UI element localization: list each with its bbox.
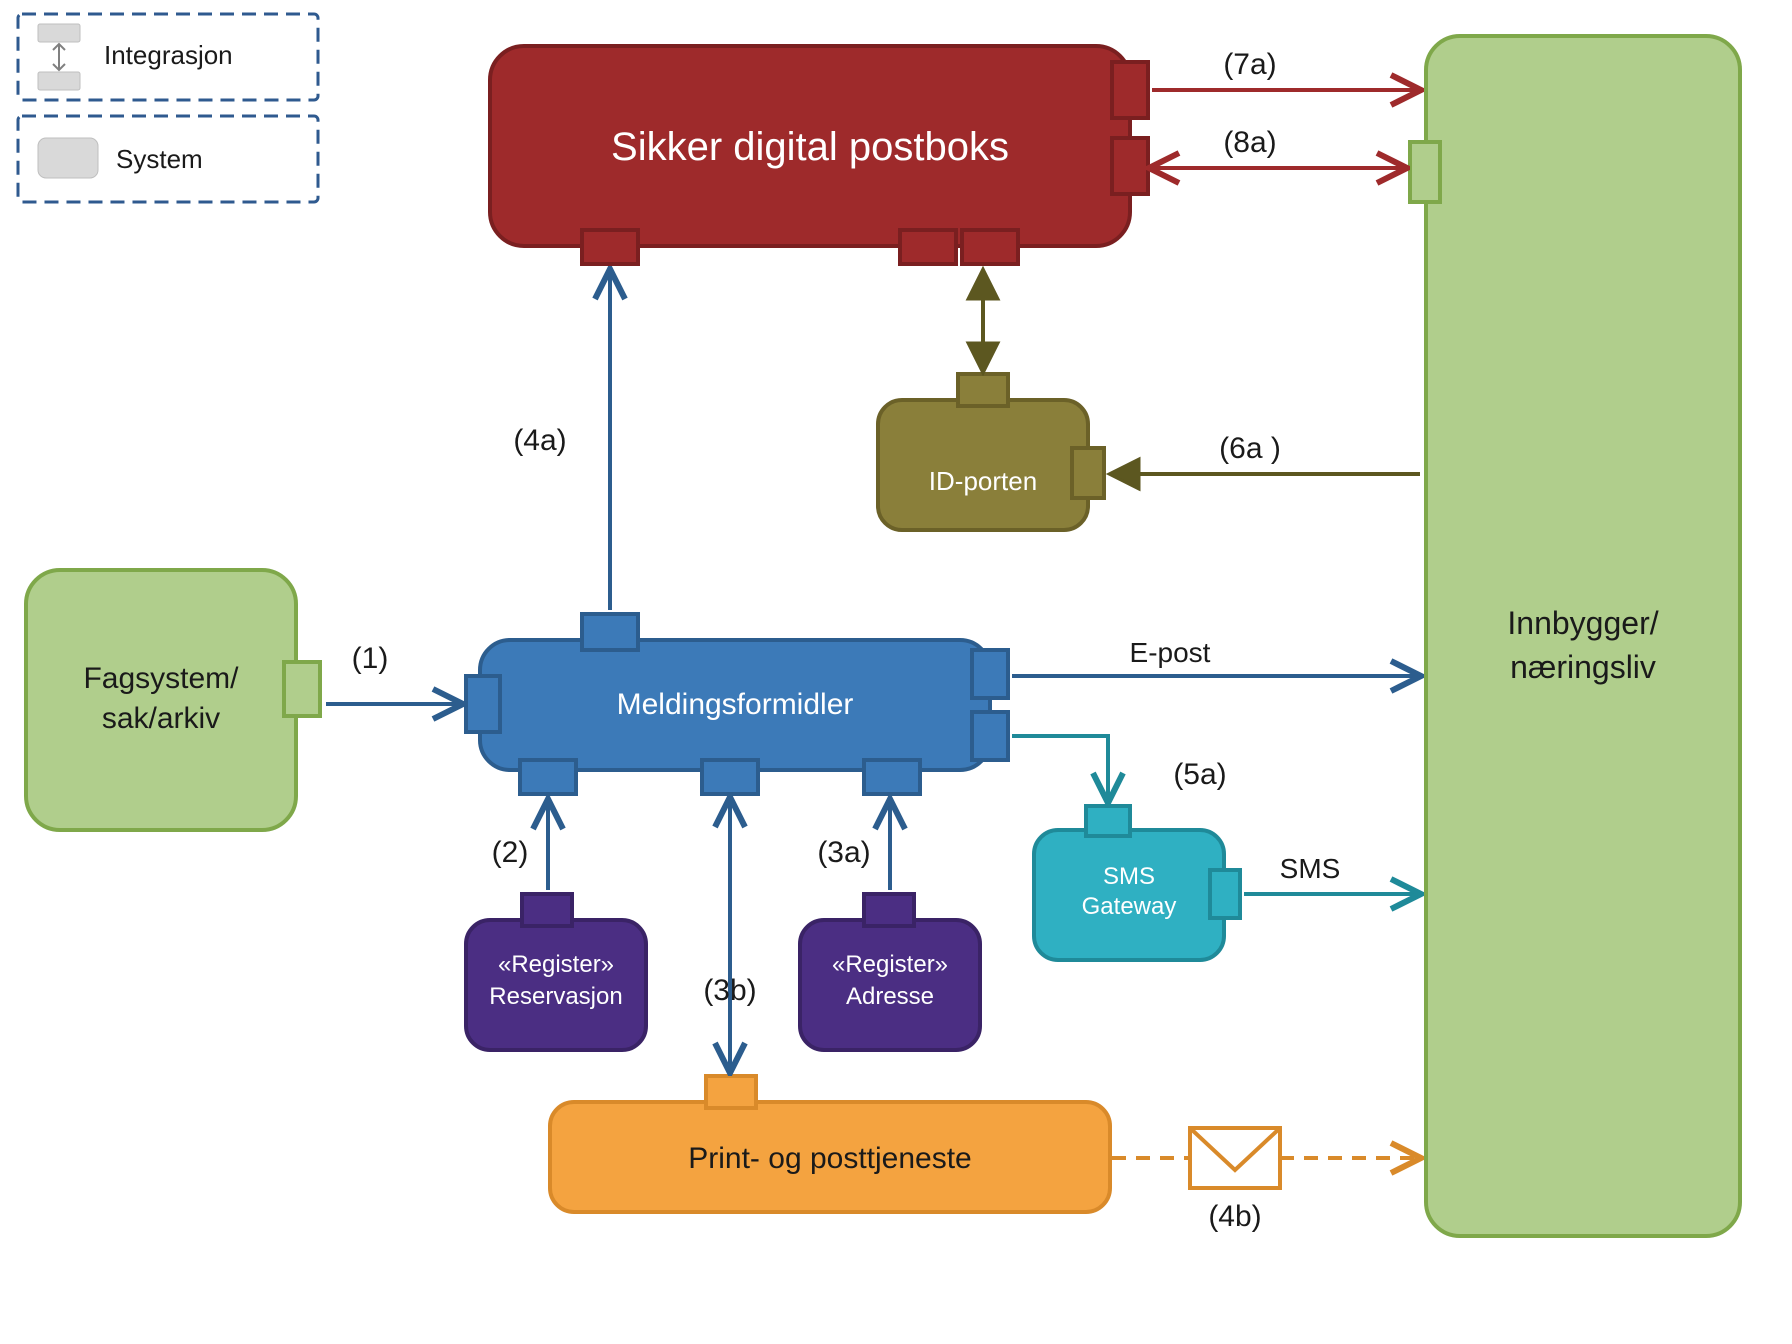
edge-sms-label: SMS: [1280, 853, 1341, 884]
svg-text:sak/arkiv: sak/arkiv: [102, 702, 220, 735]
node-reservasjon: «Register» Reservasjon: [466, 894, 646, 1050]
node-postboks: Sikker digital postboks: [490, 46, 1148, 264]
svg-text:«Register»: «Register»: [832, 951, 948, 978]
edge-4a-label: (4a): [513, 424, 566, 457]
edge-4b-label: (4b): [1208, 1200, 1261, 1233]
edge-6a-label: (6a ): [1219, 432, 1281, 465]
edge-8a-label: (8a): [1223, 126, 1276, 159]
svg-text:Adresse: Adresse: [846, 983, 934, 1010]
edge-5a: [1012, 736, 1108, 800]
envelope-icon: [1190, 1128, 1280, 1188]
edge-5a-label: (5a): [1173, 758, 1226, 791]
node-fagsystem: Fagsystem/ sak/arkiv: [26, 570, 320, 830]
node-print: Print- og posttjeneste: [550, 1076, 1110, 1212]
node-innbygger: Innbygger/ næringsliv: [1410, 36, 1740, 1236]
svg-text:næringsliv: næringsliv: [1510, 649, 1656, 685]
svg-text:ID-porten: ID-porten: [929, 466, 1037, 496]
svg-text:Fagsystem/: Fagsystem/: [83, 662, 239, 695]
edge-1-label: (1): [352, 642, 389, 675]
svg-text:Innbygger/: Innbygger/: [1507, 605, 1658, 641]
edge-3a-label: (3a): [817, 836, 870, 869]
legend: Integrasjon System: [18, 14, 318, 202]
architecture-diagram: Integrasjon System Fagsystem/ sak/arkiv …: [0, 0, 1792, 1344]
legend-integrasjon-label: Integrasjon: [104, 40, 233, 70]
node-meldingsformidler: Meldingsformidler: [466, 614, 1008, 794]
svg-text:Meldingsformidler: Meldingsformidler: [617, 688, 854, 721]
svg-text:Gateway: Gateway: [1082, 893, 1177, 920]
edge-3b-label: (3b): [703, 974, 756, 1007]
edge-7a-label: (7a): [1223, 48, 1276, 81]
node-idporten: ID-porten: [878, 374, 1104, 530]
svg-text:Print- og posttjeneste: Print- og posttjeneste: [688, 1142, 972, 1175]
svg-text:SMS: SMS: [1103, 863, 1155, 890]
node-sms-gateway: SMS Gateway: [1034, 806, 1240, 960]
edge-epost-label: E-post: [1130, 637, 1211, 668]
svg-text:«Register»: «Register»: [498, 951, 614, 978]
node-adresse: «Register» Adresse: [800, 894, 980, 1050]
svg-text:Sikker digital postboks: Sikker digital postboks: [611, 125, 1009, 169]
legend-system-label: System: [116, 144, 203, 174]
edge-2-label: (2): [492, 836, 529, 869]
svg-text:Reservasjon: Reservasjon: [489, 983, 622, 1010]
